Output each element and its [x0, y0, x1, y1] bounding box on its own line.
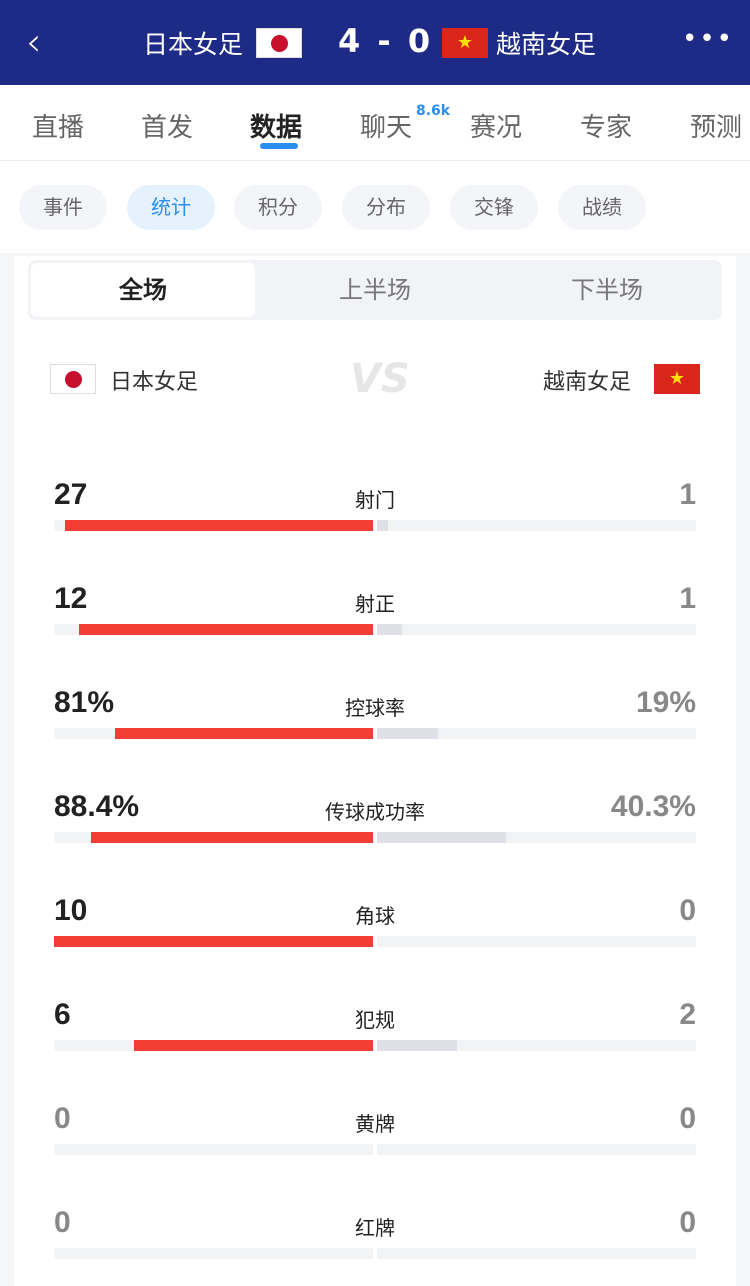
- japan-flag-icon: [50, 364, 96, 394]
- home-bar-fill: [91, 832, 373, 843]
- home-team-label: 日本女足: [110, 370, 199, 395]
- vs-logo: VS: [350, 356, 410, 402]
- home-bar-track: [54, 624, 373, 635]
- away-value: 0: [679, 894, 696, 927]
- stat-label: 犯规: [355, 1008, 395, 1032]
- tab-chat-label: 聊天: [360, 113, 413, 143]
- tab-data[interactable]: 数据: [250, 113, 303, 143]
- segment-second-half[interactable]: 下半场: [571, 276, 643, 304]
- chat-count-badge: 8.6k: [416, 103, 451, 119]
- home-value: 0: [54, 1206, 71, 1239]
- home-team-name: 日本女足: [143, 30, 244, 59]
- away-bar-track: [377, 1040, 696, 1051]
- home-bar-fill: [133, 1040, 373, 1051]
- stat-label: 传球成功率: [325, 800, 425, 824]
- chip-distribution[interactable]: 分布: [342, 185, 430, 230]
- home-bar-track: [54, 1040, 373, 1051]
- home-bar-track: [54, 936, 373, 947]
- home-bar-fill: [65, 520, 373, 531]
- away-value: 1: [679, 582, 696, 615]
- home-value: 10: [54, 894, 88, 927]
- home-value: 81%: [54, 686, 115, 719]
- chip-standings[interactable]: 积分: [234, 185, 322, 230]
- away-bar-track: [377, 1248, 696, 1259]
- stat-row: 0 黄牌 0: [54, 1102, 696, 1182]
- score: 4 - 0: [338, 22, 434, 60]
- match-header: ‹ 日本女足 4 - 0 ★ 越南女足 •••: [0, 0, 750, 85]
- away-team-name: 越南女足: [496, 30, 597, 59]
- away-bar-track: [377, 936, 696, 947]
- stat-row: 0 红牌 0: [54, 1206, 696, 1286]
- stat-row: 10 角球 0: [54, 894, 696, 974]
- chip-record[interactable]: 战绩: [558, 185, 646, 230]
- stat-label: 射正: [355, 592, 395, 616]
- away-bar-track: [377, 832, 696, 843]
- home-bar-track: [54, 520, 373, 531]
- home-value: 88.4%: [54, 790, 140, 823]
- vietnam-flag-icon: ★: [442, 28, 488, 58]
- main-tabs: 直播 首发 数据 聊天 8.6k 赛况 专家 预测: [0, 85, 750, 161]
- stat-label: 角球: [355, 904, 395, 928]
- stat-row: 6 犯规 2: [54, 998, 696, 1078]
- away-team-label: 越南女足: [543, 370, 632, 395]
- away-value: 19%: [635, 686, 696, 719]
- stats-card: 全场 上半场 下半场 日本女足 VS 越南女足 ★ 27 射门 1 12 射正 …: [14, 256, 736, 1286]
- home-bar-fill: [78, 624, 373, 635]
- away-value: 0: [679, 1206, 696, 1239]
- stat-row: 12 射正 1: [54, 582, 696, 662]
- away-bar-fill: [377, 520, 389, 531]
- stat-label: 控球率: [345, 696, 405, 720]
- away-bar-track: [377, 624, 696, 635]
- tab-experts[interactable]: 专家: [580, 113, 633, 143]
- away-value: 1: [679, 478, 696, 511]
- chevron-left-icon[interactable]: ‹: [26, 20, 42, 64]
- japan-flag-icon: [256, 28, 302, 58]
- home-bar-track: [54, 1248, 373, 1259]
- home-value: 27: [54, 478, 88, 511]
- stat-row: 88.4% 传球成功率 40.3%: [54, 790, 696, 870]
- more-dots-icon[interactable]: •••: [682, 24, 735, 54]
- away-bar-track: [377, 728, 696, 739]
- stat-label: 黄牌: [355, 1112, 395, 1136]
- away-bar-track: [377, 1144, 696, 1155]
- away-value: 2: [679, 998, 696, 1031]
- tab-predict[interactable]: 预测: [690, 113, 743, 143]
- home-bar-track: [54, 1144, 373, 1155]
- home-value: 12: [54, 582, 88, 615]
- tab-lineup[interactable]: 首发: [141, 113, 194, 143]
- chip-events[interactable]: 事件: [19, 185, 107, 230]
- vietnam-flag-icon: ★: [654, 364, 700, 394]
- home-bar-track: [54, 728, 373, 739]
- home-bar-track: [54, 832, 373, 843]
- home-bar-fill: [54, 936, 373, 947]
- home-value: 6: [54, 998, 71, 1031]
- segment-first-half[interactable]: 上半场: [339, 276, 411, 304]
- away-bar-fill: [377, 624, 402, 635]
- sub-tabs: 事件 统计 积分 分布 交锋 战绩: [0, 161, 750, 253]
- away-bar-track: [377, 520, 696, 531]
- chip-stats[interactable]: 统计: [127, 185, 215, 230]
- away-bar-fill: [377, 1040, 457, 1051]
- tab-status[interactable]: 赛况: [470, 113, 523, 143]
- tab-live[interactable]: 直播: [32, 113, 85, 143]
- stat-label: 红牌: [355, 1216, 395, 1240]
- stat-row: 81% 控球率 19%: [54, 686, 696, 766]
- away-bar-fill: [377, 728, 438, 739]
- home-bar-fill: [114, 728, 373, 739]
- tab-chat[interactable]: 聊天 8.6k: [360, 103, 450, 144]
- away-value: 0: [679, 1102, 696, 1135]
- segment-full[interactable]: 全场: [31, 263, 255, 317]
- stat-label: 射门: [355, 488, 395, 512]
- chip-h2h[interactable]: 交锋: [450, 185, 538, 230]
- active-tab-indicator: [260, 143, 298, 149]
- period-selector: 全场 上半场 下半场: [28, 260, 722, 320]
- stat-row: 27 射门 1: [54, 478, 696, 558]
- home-value: 0: [54, 1102, 71, 1135]
- away-value: 40.3%: [610, 790, 696, 823]
- away-bar-fill: [377, 832, 506, 843]
